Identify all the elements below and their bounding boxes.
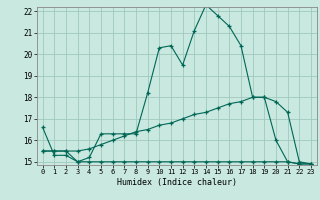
X-axis label: Humidex (Indice chaleur): Humidex (Indice chaleur) [117,178,237,187]
